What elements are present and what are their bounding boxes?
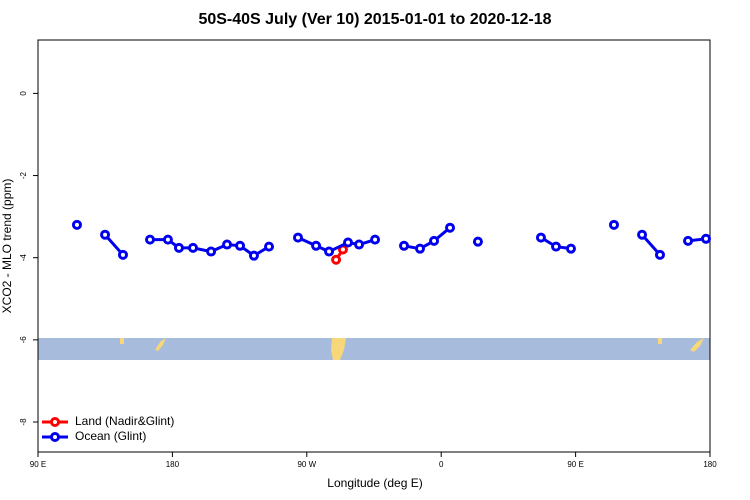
point: [162, 234, 173, 245]
point: [188, 242, 199, 253]
point: [71, 219, 82, 230]
point: [311, 240, 322, 251]
legend-label: Land (Nadir&Glint): [75, 414, 174, 428]
point: [331, 254, 342, 265]
point: [292, 232, 303, 243]
point: [565, 243, 576, 254]
y-tick-label: -6: [19, 336, 28, 344]
legend-marker: [50, 432, 60, 442]
point: [429, 235, 440, 246]
legend-label: Ocean (Glint): [75, 429, 146, 443]
point: [683, 235, 694, 246]
x-tick-label: 180: [166, 460, 180, 469]
x-tick-label: 90 E: [30, 460, 46, 469]
point: [235, 240, 246, 251]
point: [117, 249, 128, 260]
x-tick-label: 90 E: [567, 460, 583, 469]
point: [145, 234, 155, 245]
x-tick-label: 180: [703, 460, 717, 469]
point: [637, 229, 648, 240]
map-strip: [38, 338, 710, 360]
x-axis-label: Longitude (deg E): [327, 476, 422, 490]
point: [535, 232, 546, 243]
x-tick-label: 0: [439, 460, 444, 469]
point: [370, 234, 381, 245]
point: [551, 241, 562, 252]
point: [173, 242, 184, 253]
y-tick-label: -2: [19, 171, 28, 179]
point: [700, 233, 711, 244]
point: [206, 246, 217, 257]
point: [100, 229, 111, 240]
point: [399, 240, 410, 251]
x-tick-label: 90 W: [297, 460, 316, 469]
point: [608, 219, 619, 230]
y-tick-label: -8: [19, 418, 28, 426]
point: [445, 222, 456, 233]
y-tick-label: -4: [19, 254, 28, 262]
point: [654, 249, 665, 260]
y-tick-label: 0: [19, 91, 28, 96]
point: [354, 239, 365, 250]
plot-frame: [37, 39, 711, 453]
point: [222, 239, 233, 250]
legend-marker: [50, 417, 60, 427]
point: [343, 237, 354, 248]
point: [472, 236, 483, 247]
y-axis-label: XCO2 - MLO trend (ppm): [0, 179, 14, 314]
point: [248, 250, 259, 261]
chart-title: 50S-40S July (Ver 10) 2015-01-01 to 2020…: [198, 11, 551, 28]
point: [324, 246, 335, 257]
point: [264, 241, 275, 252]
point: [414, 243, 425, 254]
